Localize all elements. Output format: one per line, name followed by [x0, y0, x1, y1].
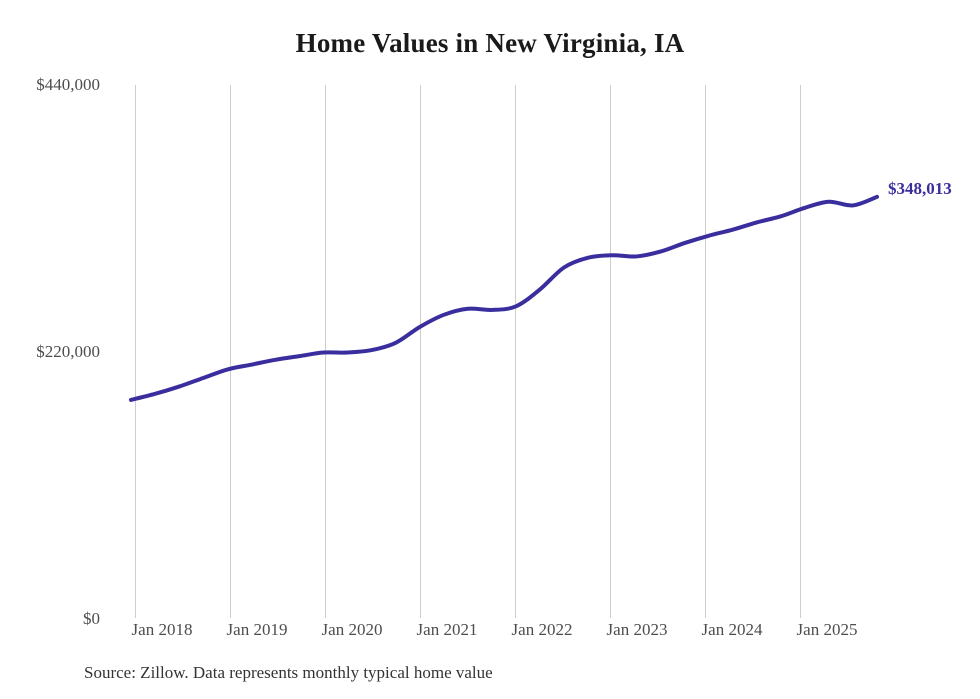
y-axis-tick-top: $440,000: [0, 75, 100, 95]
gridline-jan-2023: [610, 85, 611, 618]
x-axis-tick-jan-2021: Jan 2021: [416, 620, 478, 639]
gridline-jan-2022: [515, 85, 516, 618]
x-axis-tick-jan-2024: Jan 2024: [701, 620, 763, 639]
x-axis-tick-jan-2023: Jan 2023: [606, 620, 668, 639]
x-axis-tick-jan-2019: Jan 2019: [226, 620, 288, 639]
chart-title: Home Values in New Virginia, IA: [295, 28, 685, 58]
gridline-jan-2018: [135, 85, 136, 618]
source-note: Source: Zillow. Data represents monthly …: [84, 663, 493, 682]
end-value-annotation: $348,013: [888, 179, 952, 198]
y-axis-tick-label: $220,000: [36, 342, 100, 361]
y-axis-tick-label: $440,000: [36, 75, 100, 94]
y-axis-tick-bottom: $0: [0, 609, 100, 629]
x-axis-tick-jan-2018: Jan 2018: [131, 620, 193, 639]
y-axis-tick-mid: $220,000: [0, 342, 100, 362]
x-axis-tick-jan-2022: Jan 2022: [511, 620, 573, 639]
x-axis-tick-jan-2020: Jan 2020: [321, 620, 383, 639]
gridline-jan-2019: [230, 85, 231, 618]
y-axis-tick-label: $0: [83, 609, 100, 628]
home-value-series-line: [129, 194, 879, 402]
gridline-jan-2024: [705, 85, 706, 618]
x-axis-tick-jan-2025: Jan 2025: [796, 620, 858, 639]
gridline-jan-2021: [420, 85, 421, 618]
gridline-jan-2025: [800, 85, 801, 618]
